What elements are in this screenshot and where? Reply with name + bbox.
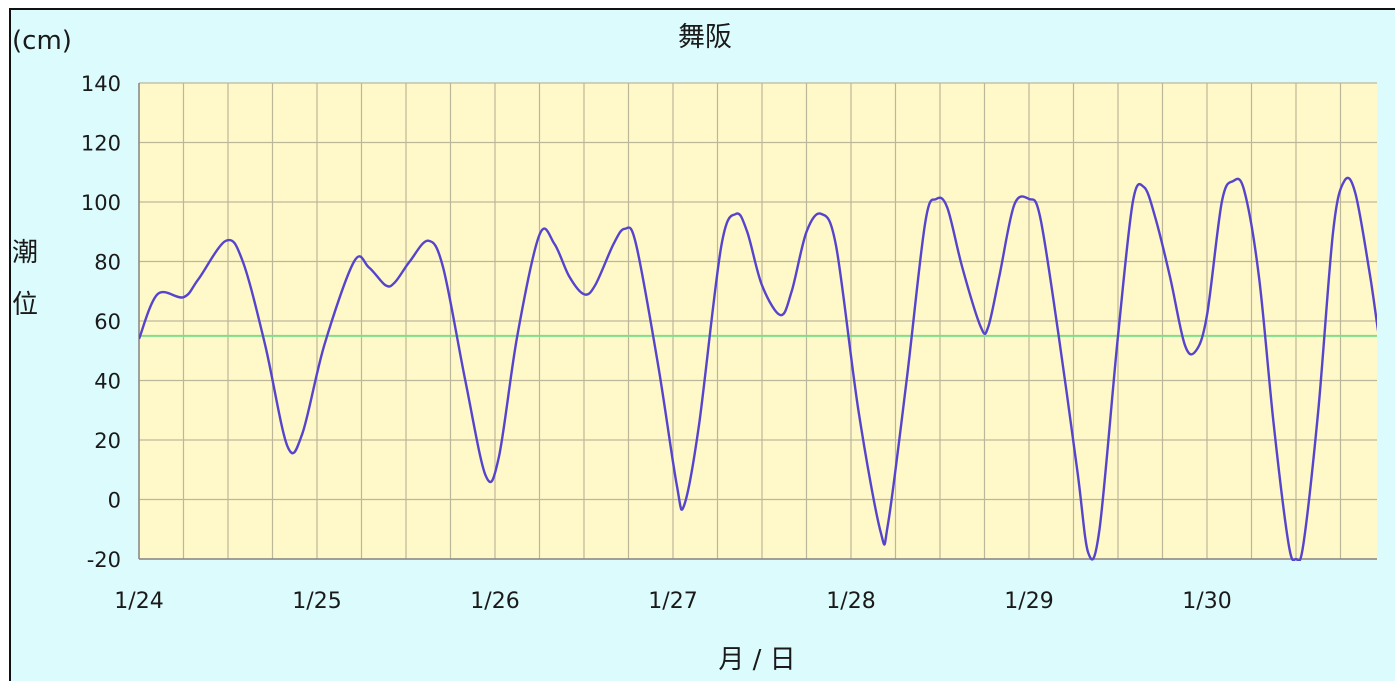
x-tick-label: 1/27	[648, 589, 697, 614]
y-axis-label-char: 潮	[12, 238, 38, 268]
y-tick-label: 40	[94, 370, 121, 394]
grid	[138, 82, 1377, 560]
y-tick-label: -20	[87, 548, 121, 572]
x-tick-label: 1/26	[470, 589, 519, 614]
x-tick-label: 1/29	[1004, 589, 1053, 614]
y-axis-label: 潮位	[12, 238, 38, 320]
x-tick-label: 1/24	[114, 589, 163, 614]
x-axis-label: 月 / 日	[718, 645, 795, 675]
x-tick-label: 1/25	[292, 589, 341, 614]
x-tick-label: 1/28	[826, 589, 875, 614]
y-tick-label: 100	[81, 191, 121, 215]
y-tick-label: 120	[81, 132, 121, 156]
unit-label: (cm)	[12, 26, 72, 56]
chart-title: 舞阪	[678, 22, 732, 53]
y-tick-label: 80	[94, 251, 121, 275]
tide-series-line	[139, 176, 1377, 561]
y-axis-label-char: 位	[12, 290, 38, 320]
y-tick-label: 20	[94, 429, 121, 453]
y-tick-label: 140	[81, 72, 121, 96]
x-tick-label: 1/30	[1182, 589, 1231, 614]
y-tick-label: 0	[108, 489, 121, 513]
y-tick-label: 60	[94, 310, 121, 334]
